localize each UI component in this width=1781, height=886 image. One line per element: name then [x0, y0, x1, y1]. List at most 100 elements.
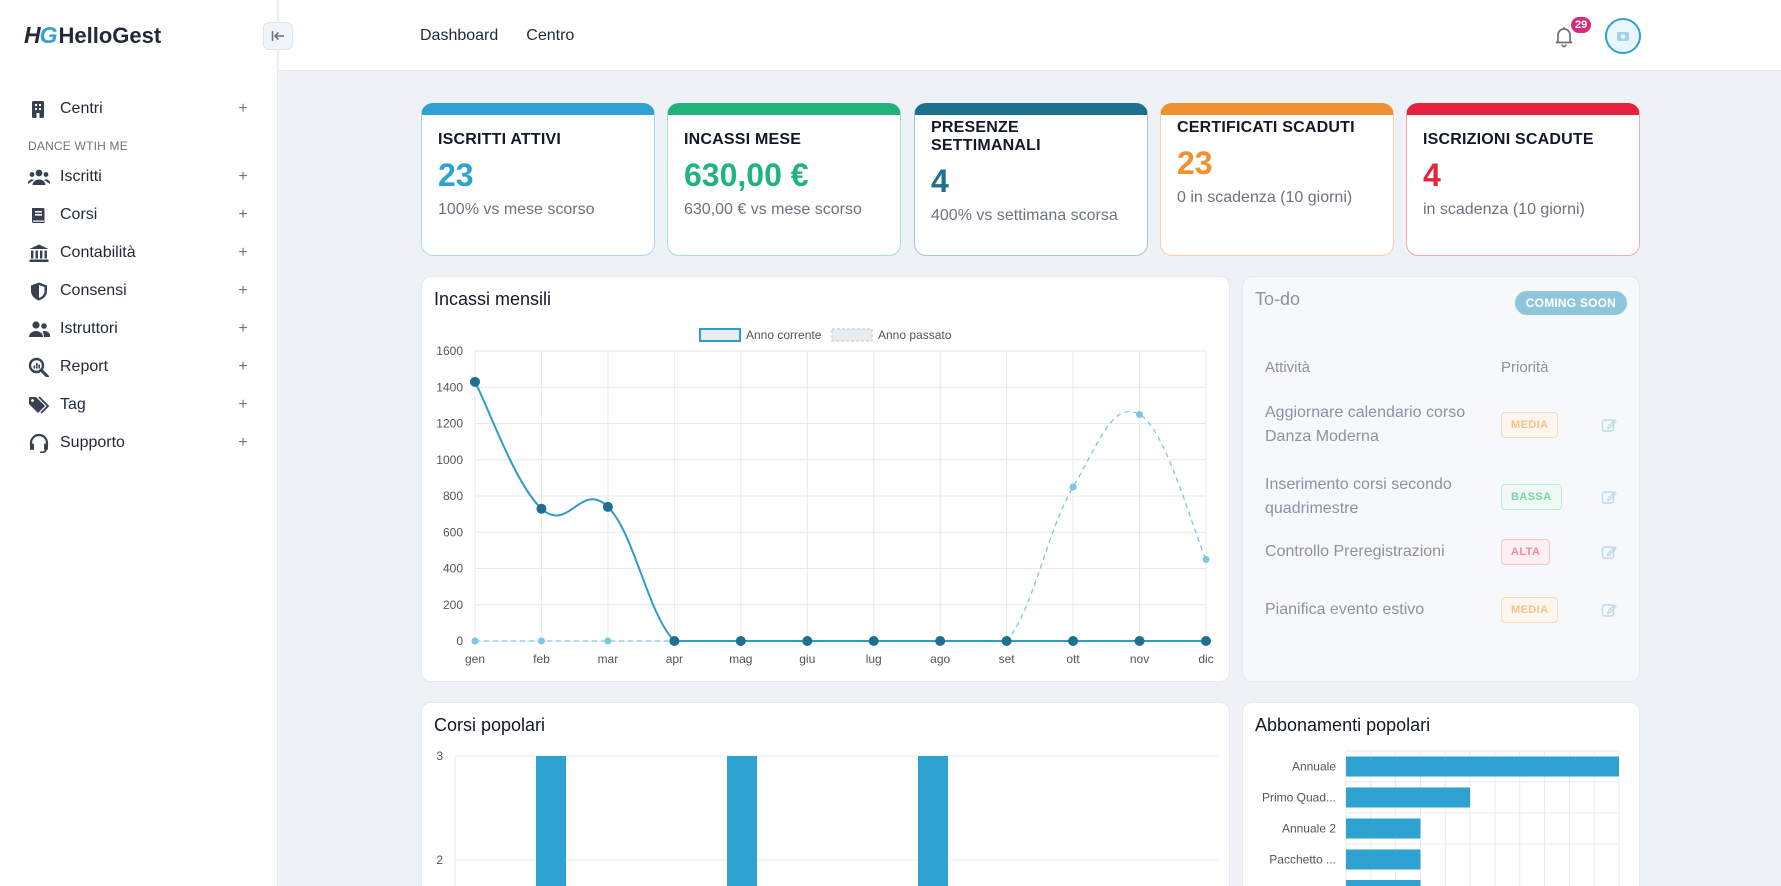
bar: [1346, 756, 1619, 777]
expand-plus-icon[interactable]: +: [238, 434, 248, 451]
todo-activity-text: Aggiornare calendario corso Danza Modern…: [1265, 404, 1466, 445]
expand-plus-icon[interactable]: +: [238, 282, 248, 299]
expand-plus-icon[interactable]: +: [238, 396, 248, 413]
user-avatar-icon: [1617, 32, 1629, 41]
point-anno-corrente: [1068, 636, 1079, 646]
incassi-panel: Incassi mensili 0 200 400 600 800 1000 1200 140…: [421, 276, 1230, 682]
incassi-title: Incassi mensili: [434, 289, 552, 309]
todo-activity-text: Controllo Preregistrazioni: [1265, 543, 1445, 560]
kpi-card-iscritti-attivi[interactable]: ISCRITTI ATTIVI 23 100% vs mese scorso: [421, 103, 655, 256]
bar: [727, 756, 757, 886]
todo-row: Controllo Preregistrazioni ALTA: [1265, 539, 1635, 565]
point-anno-passato: [1202, 555, 1210, 563]
y-tick-label: 400: [443, 562, 463, 576]
priority-badge: BASSA: [1501, 484, 1562, 510]
expand-plus-icon[interactable]: +: [238, 206, 248, 223]
kpi-value: 23: [1177, 145, 1213, 181]
sidebar-item-corsi[interactable]: Corsi +: [28, 196, 250, 234]
legend-label-anno-passato: Anno passato: [878, 328, 952, 342]
abbonamenti-hbar-chart: Annuale Primo Quad... Annuale 2 Pacchetto .…: [1262, 750, 1620, 886]
y-tick-label: Annuale 2: [1282, 822, 1336, 836]
bar: [1346, 880, 1421, 886]
point-anno-corrente: [935, 636, 946, 646]
edit-icon[interactable]: [1601, 602, 1617, 618]
todo-activity-text: Pianifica evento estivo: [1265, 601, 1425, 618]
avatar[interactable]: [1605, 18, 1641, 54]
kpi-card-iscrizioni-scadute[interactable]: ISCRIZIONI SCADUTE 4 in scadenza (10 giorn…: [1406, 103, 1640, 256]
sidebar-collapse-button[interactable]: [263, 22, 293, 50]
shield-icon: [28, 281, 50, 301]
kpi-card-certificati-scaduti[interactable]: CERTIFICATI SCADUTI 23 0 in scadenza (10 g…: [1160, 103, 1394, 256]
sidebar-item-label: Centri: [60, 100, 103, 117]
sidebar-item-iscritti[interactable]: Iscritti +: [28, 158, 250, 196]
priority-badge: MEDIA: [1501, 412, 1559, 438]
bank-icon: [28, 243, 50, 263]
sidebar-item-istruttori[interactable]: Istruttori +: [28, 310, 250, 348]
bell-icon[interactable]: [1552, 24, 1576, 48]
y-tick-label: Annuale: [1292, 760, 1336, 774]
y-tick-label: 600: [443, 525, 463, 539]
edit-icon[interactable]: [1601, 544, 1617, 560]
top-nav: Dashboard Centro: [420, 27, 574, 45]
todo-col-activity: Attività: [1265, 359, 1311, 376]
expand-plus-icon[interactable]: +: [238, 358, 248, 375]
y-tick-label: Primo Quad...: [1262, 791, 1336, 805]
topbar: Dashboard Centro 29: [279, 0, 1781, 71]
expand-plus-icon[interactable]: +: [238, 320, 248, 337]
kpi-card-incassi-mese[interactable]: INCASSI MESE 630,00 € 630,00 € vs mese sco…: [667, 103, 901, 256]
x-tick-label: lug: [866, 652, 882, 666]
x-tick-label: ott: [1066, 652, 1080, 666]
sidebar: HG HelloGest Centri + DANCE WTIH ME Iscritt…: [0, 0, 278, 886]
sidebar-item-label: Iscritti: [60, 168, 102, 185]
x-tick-label: dic: [1198, 652, 1213, 666]
kpi-title: ISCRIZIONI SCADUTE: [1423, 131, 1594, 148]
point-anno-passato: [1069, 483, 1077, 491]
todo-row: Inserimento corsi secondo quadrimestre BA…: [1265, 473, 1635, 521]
edit-icon[interactable]: [1601, 417, 1617, 433]
priority-badge: MEDIA: [1501, 597, 1559, 623]
x-tick-label: gen: [465, 652, 485, 666]
series-line-anno-corrente: [474, 381, 1207, 642]
expand-plus-icon[interactable]: +: [238, 168, 248, 185]
edit-icon[interactable]: [1601, 489, 1617, 505]
sidebar-item-label: Istruttori: [60, 320, 118, 337]
sidebar-item-centri[interactable]: Centri +: [28, 90, 250, 128]
user-group-icon: [28, 319, 50, 339]
sidebar-item-label: Contabilità: [60, 244, 136, 261]
legend-label-anno-corrente: Anno corrente: [746, 328, 822, 342]
kpi-card-presenze-settimanali[interactable]: PRESENZE SETTIMANALI 4 400% vs settimana s…: [914, 103, 1148, 256]
kpi-title: PRESENZE SETTIMANALI: [931, 119, 1041, 154]
sidebar-item-report[interactable]: Report +: [28, 348, 250, 386]
x-tick-label: giu: [799, 652, 815, 666]
x-tick-label: nov: [1130, 652, 1149, 666]
abbonamenti-panel: Abbonamenti popolari Annuale Primo Quad..…: [1242, 702, 1640, 886]
expand-plus-icon[interactable]: +: [238, 244, 248, 261]
brand-name: HelloGest: [58, 22, 162, 48]
series-line-anno-passato: [475, 410, 1207, 642]
y-tick-label: Pacchetto ...: [1269, 853, 1336, 867]
x-tick-label: feb: [533, 652, 550, 666]
kpi-subtext: 400% vs settimana scorsa: [931, 207, 1118, 224]
expand-plus-icon[interactable]: +: [238, 100, 248, 117]
y-tick-label: 1600: [436, 344, 463, 358]
brand-logo[interactable]: HG HelloGest: [24, 22, 161, 49]
search-chart-icon: [28, 357, 50, 377]
point-anno-corrente: [1134, 636, 1145, 646]
point-anno-corrente: [1201, 636, 1211, 646]
sidebar-item-label: Corsi: [60, 206, 98, 223]
y-tick-label: 1000: [436, 453, 463, 467]
sidebar-item-consensi[interactable]: Consensi +: [28, 272, 250, 310]
sidebar-item-tag[interactable]: Tag +: [28, 386, 250, 424]
kpi-value: 23: [438, 157, 474, 193]
sidebar-item-supporto[interactable]: Supporto +: [28, 424, 250, 462]
point-anno-passato: [471, 637, 479, 645]
y-tick-label: 800: [443, 489, 463, 503]
bar: [1346, 787, 1471, 808]
bar: [1346, 849, 1421, 870]
nav-centro[interactable]: Centro: [526, 27, 575, 44]
corsi-title: Corsi popolari: [434, 715, 546, 735]
sidebar-item-contabilit[interactable]: Contabilità +: [28, 234, 250, 272]
todo-activity-text: Inserimento corsi secondo quadrimestre: [1265, 476, 1452, 517]
todo-col-priority: Priorità: [1501, 359, 1549, 376]
nav-dashboard[interactable]: Dashboard: [420, 27, 499, 44]
